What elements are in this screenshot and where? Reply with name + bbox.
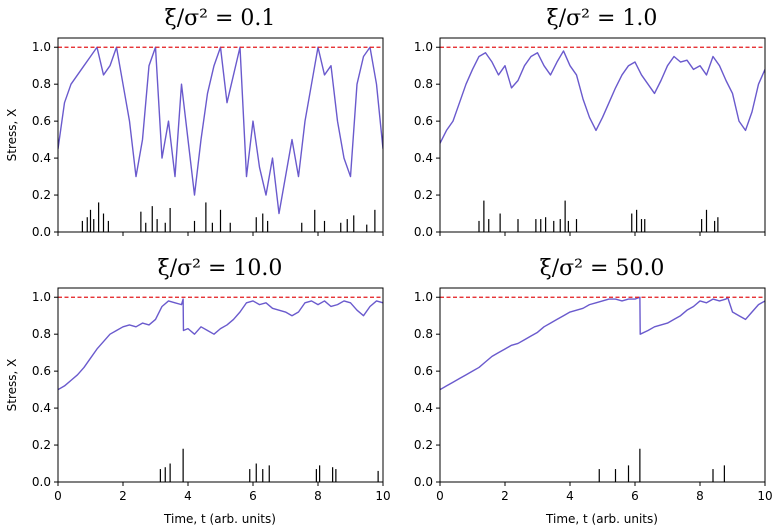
panel: ξ/σ² = 1.0 0.0 0.2 0.4 0.6 0.8 1.0: [414, 6, 766, 239]
y-tick-label: 0.6: [32, 364, 51, 378]
y-tick-label: 0.6: [414, 364, 433, 378]
x-tick-label: 8: [314, 489, 322, 503]
y-tick-label: 0.6: [414, 114, 433, 128]
y-tick-label: 0.2: [414, 188, 433, 202]
y-tick-label: 1.0: [414, 290, 433, 304]
y-tick-label: 0.8: [32, 327, 51, 341]
y-tick-label: 0.6: [32, 114, 51, 128]
panel-title: ξ/σ² = 10.0: [158, 256, 283, 281]
panel-title: ξ/σ² = 50.0: [540, 256, 665, 281]
plot-frame: [439, 287, 766, 483]
y-tick-label: 0.0: [414, 475, 433, 489]
x-tick-label: 4: [184, 489, 192, 503]
x-tick-label: 0: [54, 489, 62, 503]
panel: ξ/σ² = 0.1 Stress, X 0.0 0.2 0.4 0.6 0.8 1.0: [5, 6, 384, 239]
y-tick-label: 0.4: [414, 151, 433, 165]
plot-frame: [439, 37, 766, 233]
x-tick-label: 2: [119, 489, 127, 503]
panel: ξ/σ² = 10.0 Stress, X Time, t (arb. unit…: [5, 256, 391, 526]
x-tick-label: 0: [436, 489, 444, 503]
y-tick-label: 0.0: [32, 225, 51, 239]
x-tick-label: 10: [375, 489, 390, 503]
y-axis-label: Stress, X: [5, 359, 19, 412]
x-tick-label: 6: [631, 489, 639, 503]
y-tick-label: 0.2: [414, 438, 433, 452]
y-tick-label: 0.2: [32, 188, 51, 202]
series-line: [440, 296, 765, 391]
y-tick-label: 1.0: [414, 40, 433, 54]
y-tick-label: 0.4: [32, 401, 51, 415]
y-tick-label: 0.8: [414, 327, 433, 341]
panel: ξ/σ² = 50.0 Time, t (arb. units) 0.0 0.2 0…: [414, 256, 773, 526]
plot-area: [440, 296, 765, 482]
series-line: [440, 50, 765, 144]
plot-area: [58, 298, 383, 482]
x-tick-label: 8: [696, 489, 704, 503]
x-tick-label: 10: [757, 489, 772, 503]
y-tick-label: 0.4: [414, 401, 433, 415]
x-tick-label: 2: [501, 489, 509, 503]
panel-title: ξ/σ² = 1.0: [547, 6, 658, 31]
y-axis-label: Stress, X: [5, 109, 19, 162]
panel-title: ξ/σ² = 0.1: [165, 6, 276, 31]
plot-frame: [57, 287, 384, 483]
y-tick-label: 0.8: [32, 77, 51, 91]
x-axis-label: Time, t (arb. units): [545, 512, 658, 526]
plot-frame: [57, 37, 384, 233]
x-tick-label: 4: [566, 489, 574, 503]
y-tick-label: 0.0: [32, 475, 51, 489]
y-tick-label: 1.0: [32, 290, 51, 304]
plot-area: [440, 50, 765, 232]
y-tick-label: 0.0: [414, 225, 433, 239]
y-tick-label: 0.8: [414, 77, 433, 91]
y-tick-label: 0.2: [32, 438, 51, 452]
y-tick-label: 0.4: [32, 151, 51, 165]
y-tick-label: 1.0: [32, 40, 51, 54]
x-axis-label: Time, t (arb. units): [163, 512, 276, 526]
x-tick-label: 6: [249, 489, 257, 503]
series-line: [58, 298, 383, 391]
